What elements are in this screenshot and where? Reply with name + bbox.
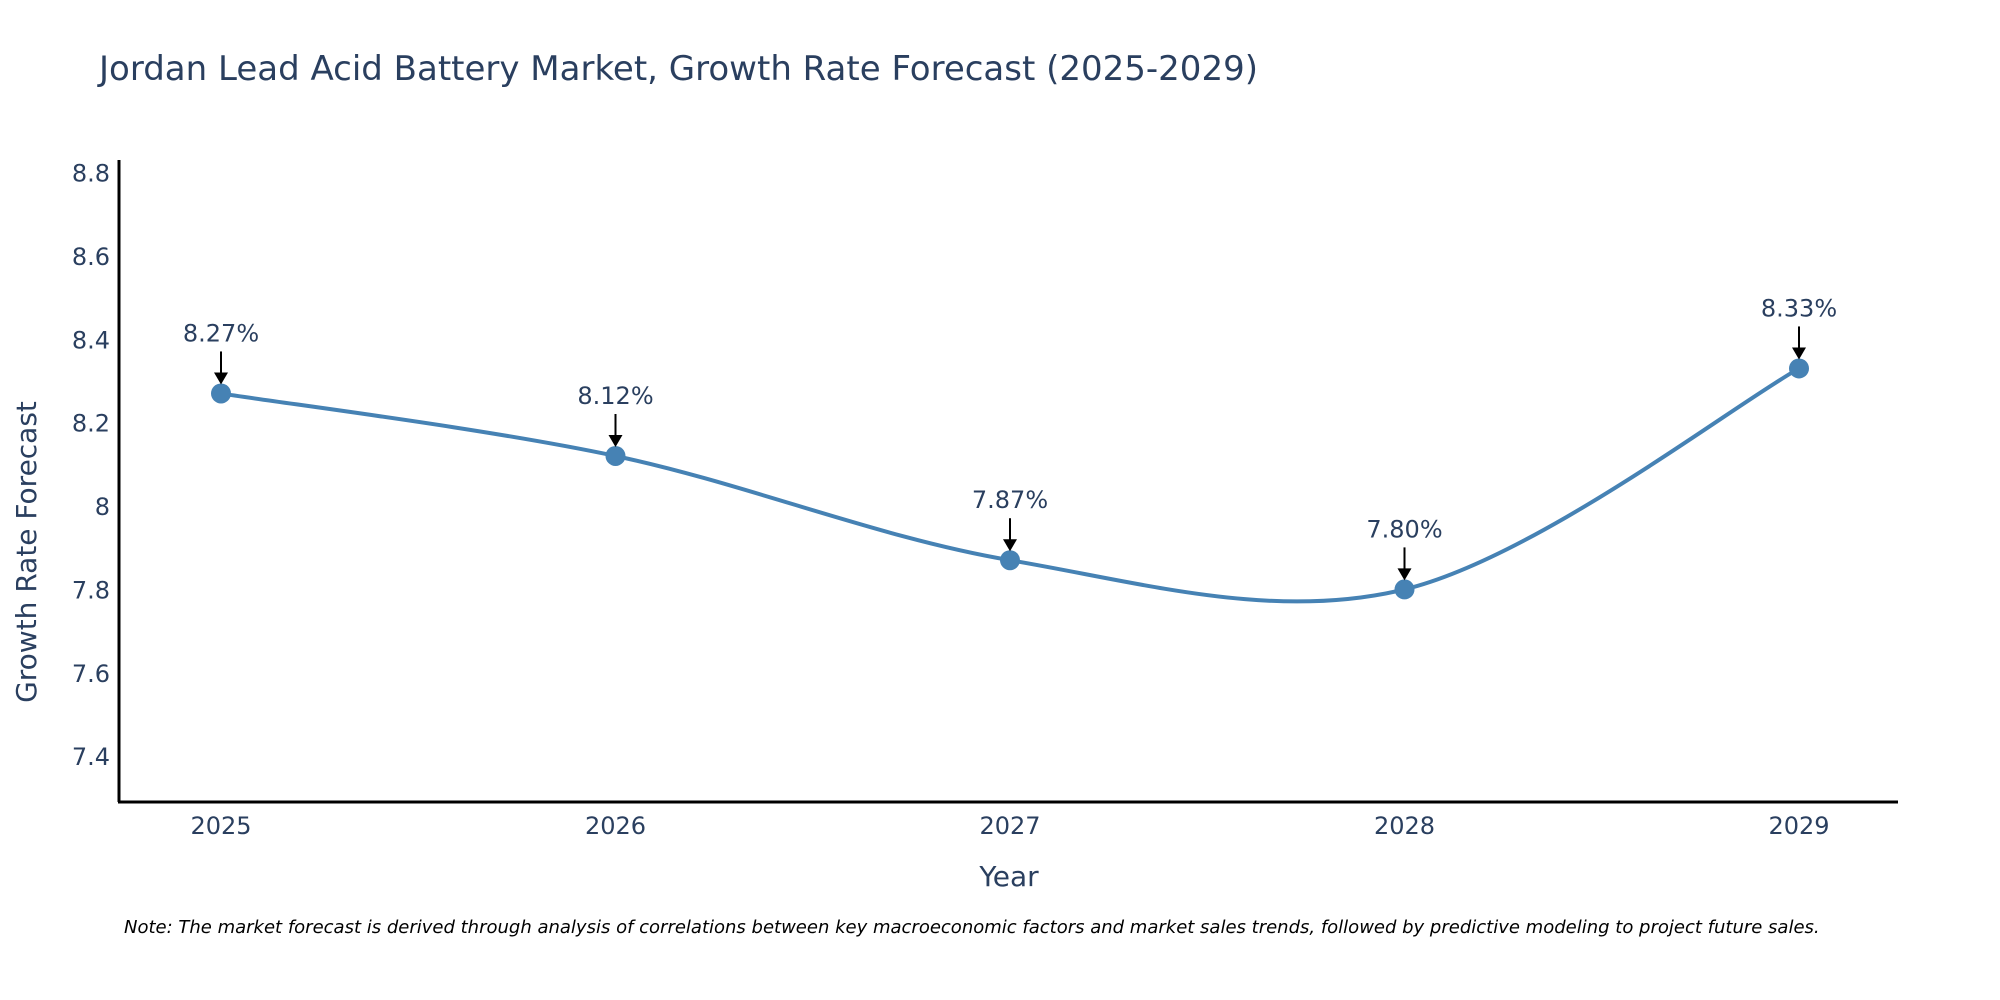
annotation-arrow-head [1397, 568, 1412, 581]
y-tick-label: 8.4 [72, 326, 110, 354]
data-label: 7.80% [1366, 515, 1442, 543]
x-tick-label: 2029 [1768, 812, 1829, 840]
y-tick-label: 8.2 [72, 410, 110, 438]
x-axis-ticks: 2025 2026 2027 2028 2029 [190, 812, 1829, 840]
y-tick-label: 8.6 [72, 243, 110, 271]
x-axis-label: Year [978, 860, 1039, 893]
data-annotations: 8.27% 8.12% 7.87% 7.80% 8.33% [183, 294, 1837, 581]
x-tick-label: 2028 [1374, 812, 1435, 840]
data-point [1789, 358, 1809, 379]
data-point [1394, 579, 1415, 600]
y-tick-label: 7.6 [72, 660, 110, 688]
x-tick-label: 2027 [979, 812, 1040, 840]
x-tick-label: 2025 [190, 812, 251, 840]
data-markers [211, 358, 1809, 600]
data-label: 7.87% [972, 486, 1048, 514]
chart-title: Jordan Lead Acid Battery Market, Growth … [97, 49, 1258, 89]
data-point [1000, 550, 1020, 571]
data-label: 8.27% [183, 319, 259, 347]
data-point [605, 445, 626, 466]
annotation-arrow-head [214, 372, 228, 385]
data-point [211, 383, 231, 404]
x-tick-label: 2026 [585, 812, 646, 840]
y-tick-label: 7.4 [72, 743, 110, 771]
annotation-arrow-head [608, 434, 623, 447]
y-tick-label: 8 [95, 493, 110, 521]
annotation-arrow-head [1003, 539, 1017, 552]
y-tick-label: 7.8 [72, 576, 110, 604]
annotation-arrow-head [1792, 347, 1806, 360]
data-label: 8.12% [577, 382, 653, 410]
y-axis-ticks: 7.4 7.6 7.8 8 8.2 8.4 8.6 8.8 [72, 160, 110, 772]
footnote: Note: The market forecast is derived thr… [124, 917, 1820, 938]
y-axis-label: Growth Rate Forecast [10, 401, 43, 703]
data-label: 8.33% [1761, 294, 1837, 322]
y-tick-label: 8.8 [72, 160, 110, 188]
